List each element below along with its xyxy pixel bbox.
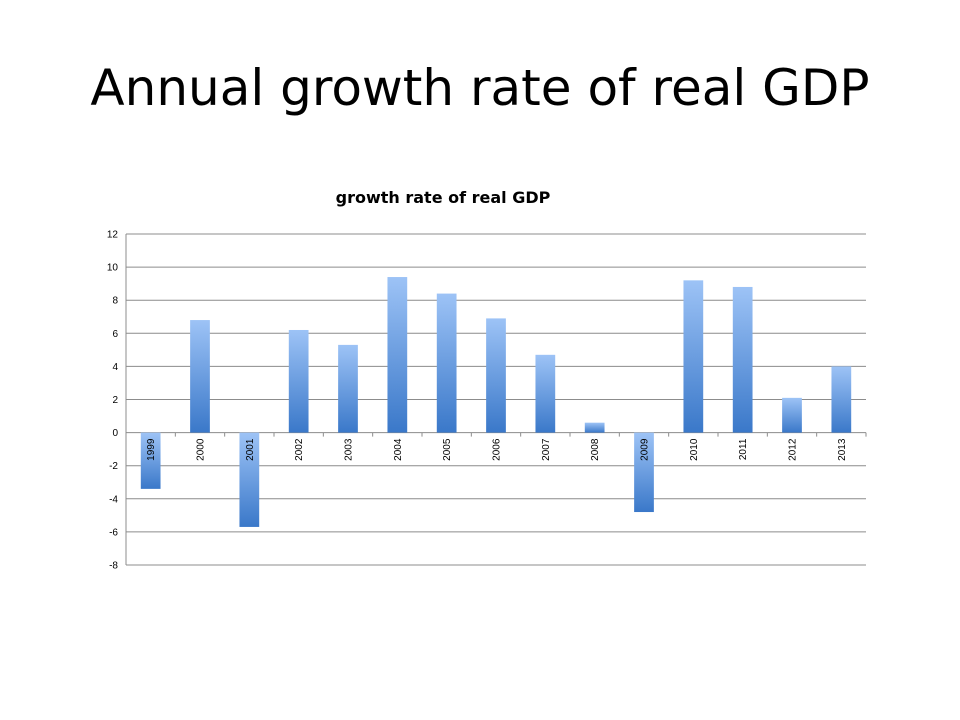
bar-2008 (584, 422, 605, 433)
bar-2011 (732, 286, 753, 433)
bar-2012 (782, 397, 802, 433)
x-category-label: 2000 (196, 438, 207, 461)
y-tick-label: -4 (109, 494, 118, 505)
bar-2002 (288, 329, 309, 433)
bar-2005 (436, 293, 457, 433)
x-category-label: 2003 (344, 438, 355, 461)
chart-title: growth rate of real GDP (336, 188, 551, 207)
x-category-label: 2012 (788, 438, 799, 461)
y-tick-label: -2 (109, 461, 118, 472)
x-category-label: 2006 (492, 438, 503, 461)
bar-2006 (486, 318, 506, 433)
x-category-label: 2007 (541, 438, 552, 461)
bar-2009 (634, 432, 654, 513)
x-category-label: 2009 (640, 438, 651, 461)
bar-2013 (831, 366, 852, 433)
y-tick-label: -8 (109, 561, 118, 572)
y-tick-label: -6 (109, 527, 118, 538)
x-category-label: 2002 (294, 438, 305, 461)
x-category-label: 1999 (146, 438, 157, 461)
x-category-label: 2001 (245, 438, 256, 461)
bar-2001 (239, 432, 260, 527)
bar-2004 (387, 277, 408, 433)
y-tick-label: 2 (112, 395, 118, 406)
y-tick-label: 12 (107, 230, 119, 241)
y-tick-label: 8 (112, 296, 118, 307)
bar-1999 (140, 432, 161, 489)
bar-2010 (683, 280, 704, 433)
x-category-label: 2013 (837, 438, 848, 461)
bar-2000 (190, 320, 210, 433)
y-tick-label: 10 (107, 263, 119, 274)
x-category-label: 2010 (689, 438, 700, 461)
x-category-label: 2005 (442, 438, 453, 461)
y-tick-label: 0 (112, 428, 118, 439)
y-axis-tick-labels: 12 10 8 6 4 2 0 -2 -4 -6 -8 (107, 230, 119, 572)
x-axis-category-labels: 1999 2000 2001 2002 2003 2004 2005 2006 2007 2008… (146, 438, 848, 461)
x-category-label: 2004 (393, 438, 404, 461)
bar-2007 (535, 354, 556, 433)
x-category-label: 2008 (590, 438, 601, 461)
y-tick-label: 4 (112, 362, 118, 373)
bar-2003 (338, 344, 358, 433)
slide-title: Annual growth rate of real GDP (90, 59, 870, 117)
y-tick-label: 6 (112, 329, 118, 340)
x-category-label: 2011 (738, 438, 749, 460)
bars (140, 277, 852, 527)
